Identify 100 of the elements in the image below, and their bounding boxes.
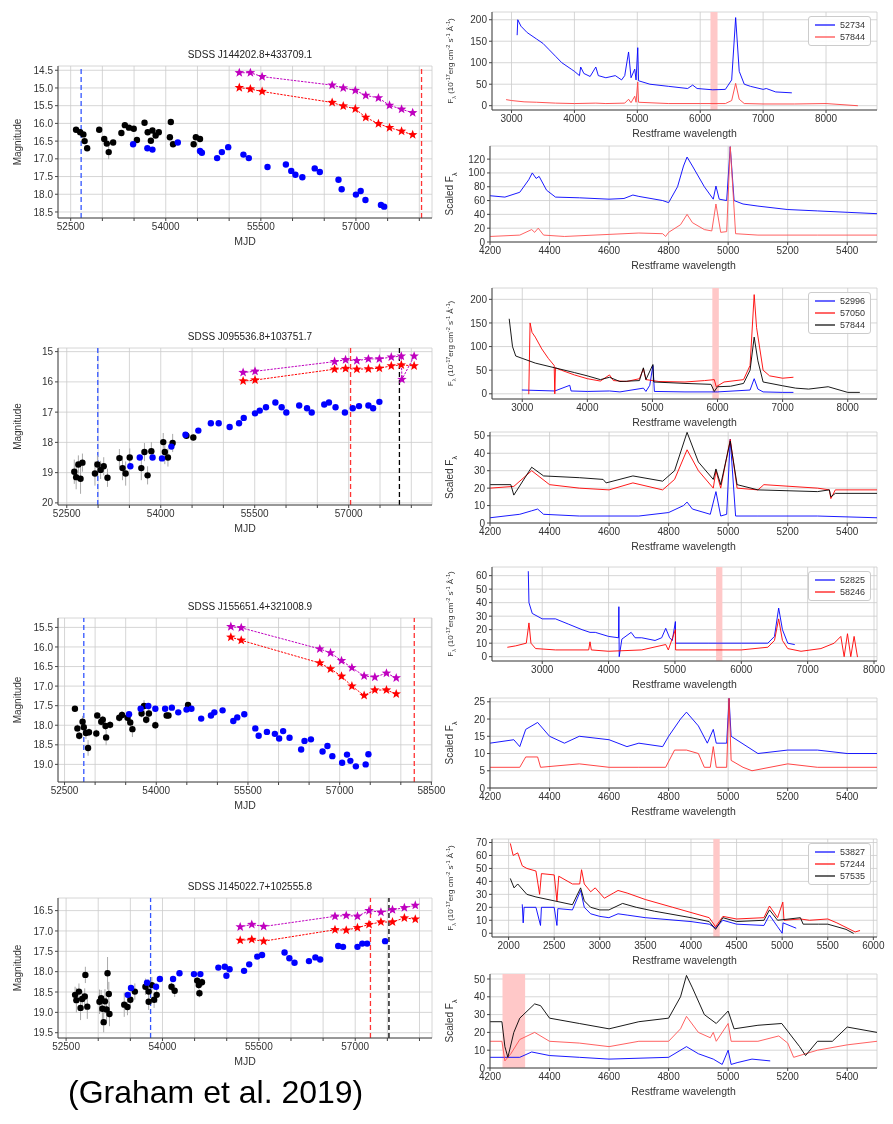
x-tick-label: 55500	[246, 221, 276, 233]
x-tick-label: 52500	[52, 508, 82, 520]
x-axis-title: Restframe wavelength	[632, 416, 737, 428]
y-tick-label: 30	[475, 610, 488, 622]
x-tick-label: 5200	[776, 245, 800, 257]
y-tick-label: 30	[473, 1009, 486, 1021]
x-axis-title: Restframe wavelength	[631, 259, 736, 271]
y-tick-label: 16.0	[33, 641, 54, 653]
x-tick-label: 52500	[56, 221, 86, 233]
y-tick-label: 0	[481, 927, 488, 939]
y-tick-label: 20	[473, 1026, 486, 1038]
y-tick-label: 14.5	[33, 64, 54, 76]
y-tick-label: 40	[473, 447, 486, 459]
x-tick-label: 4800	[657, 1071, 681, 1083]
y-tick-label: 16.5	[33, 905, 54, 917]
x-axis-title: Restframe wavelength	[631, 540, 736, 552]
y-tick-label: 17.5	[33, 945, 54, 957]
x-tick-label: 4600	[597, 245, 621, 257]
y-tick-label: 40	[475, 875, 488, 887]
y-tick-label: 18.5	[33, 739, 54, 751]
legend-label: 58246	[839, 586, 865, 598]
y-tick-label: 50	[473, 973, 486, 985]
x-tick-label: 8000	[814, 113, 838, 125]
x-tick-label: 4000	[679, 940, 703, 952]
x-tick-label: 5500	[816, 940, 840, 952]
y-tick-label: 19	[41, 467, 54, 479]
y-tick-label: 200	[470, 14, 488, 26]
y-tick-label: 17	[41, 406, 54, 418]
x-tick-label: 57000	[334, 508, 364, 520]
y-tick-label: 200	[470, 293, 488, 305]
y-tick-label: 50	[475, 364, 488, 376]
x-tick-label: 55500	[244, 1041, 274, 1053]
y-tick-label: 120	[468, 153, 486, 165]
y-tick-label: 20	[41, 497, 54, 509]
y-tick-label: 40	[473, 208, 486, 220]
x-tick-label: 2000	[497, 940, 521, 952]
y-tick-label: 15.5	[33, 100, 54, 112]
x-axis-title: MJD	[234, 522, 257, 534]
y-tick-label: 150	[470, 35, 488, 47]
x-axis-title: Restframe wavelength	[632, 678, 737, 690]
y-axis-title: Magnitude	[12, 676, 23, 724]
x-tick-label: 5400	[836, 1071, 859, 1083]
x-tick-label: 6000	[706, 402, 730, 414]
x-tick-label: 4600	[597, 1071, 621, 1083]
y-axis-title: Magnitude	[12, 944, 23, 992]
x-tick-label: 4600	[597, 526, 621, 538]
y-axis-title: Magnitude	[12, 402, 23, 450]
x-tick-label: 4400	[538, 791, 562, 803]
y-tick-label: 60	[473, 195, 486, 207]
y-tick-label: 15.0	[33, 82, 54, 94]
y-tick-label: 19.0	[33, 1006, 54, 1018]
y-tick-label: 18	[41, 436, 54, 448]
x-tick-label: 5400	[836, 245, 859, 257]
x-tick-label: 52500	[50, 785, 79, 797]
y-tick-label: 50	[475, 78, 488, 90]
y-tick-label: 100	[470, 57, 488, 69]
y-tick-label: 16	[41, 376, 54, 388]
y-tick-label: 150	[470, 317, 488, 329]
x-axis-title: MJD	[234, 1055, 257, 1067]
y-tick-label: 30	[475, 888, 488, 900]
x-axis-title: Restframe wavelength	[631, 805, 736, 817]
x-tick-label: 5200	[776, 791, 800, 803]
y-tick-label: 0	[481, 388, 488, 400]
y-tick-label: 10	[473, 1044, 486, 1056]
y-tick-label: 15	[41, 346, 54, 358]
y-tick-label: 5	[479, 765, 486, 777]
legend-label: 57050	[839, 307, 865, 319]
x-tick-label: 5000	[641, 402, 664, 414]
x-tick-label: 57000	[342, 221, 371, 233]
x-axis-title: Restframe wavelength	[632, 954, 737, 966]
y-tick-label: 80	[473, 181, 486, 193]
x-tick-label: 5400	[836, 791, 859, 803]
chart-title: SDSS J145022.7+102555.8	[187, 881, 313, 892]
x-tick-label: 7000	[752, 113, 775, 125]
legend-label: 53827	[839, 846, 865, 858]
y-tick-label: 0	[479, 1062, 486, 1074]
y-tick-label: 0	[479, 517, 486, 529]
x-tick-label: 4000	[563, 113, 586, 125]
x-tick-label: 8000	[836, 402, 860, 414]
legend-label: 57535	[839, 870, 865, 882]
y-tick-label: 20	[473, 222, 486, 234]
y-tick-label: 16.5	[33, 135, 54, 147]
legend-label: 52996	[839, 295, 865, 307]
x-tick-label: 4200	[478, 791, 502, 803]
y-tick-label: 0	[481, 651, 488, 663]
x-tick-label: 55500	[234, 785, 263, 797]
text: (Graham et al. 2019)	[67, 1073, 365, 1112]
x-tick-label: 3000	[500, 113, 524, 125]
y-tick-label: 17.5	[33, 171, 54, 183]
legend-label: 57844	[839, 31, 865, 43]
y-tick-label: 20	[473, 482, 486, 494]
y-tick-label: 100	[470, 341, 488, 353]
x-tick-label: 52500	[52, 1041, 81, 1053]
y-tick-label: 18.5	[33, 986, 54, 998]
x-tick-label: 2500	[543, 940, 566, 952]
y-tick-label: 70	[475, 837, 488, 849]
x-tick-label: 3500	[634, 940, 657, 952]
y-tick-label: 17.0	[33, 153, 54, 165]
x-tick-label: 4200	[478, 526, 502, 538]
x-tick-label: 3000	[511, 402, 534, 414]
